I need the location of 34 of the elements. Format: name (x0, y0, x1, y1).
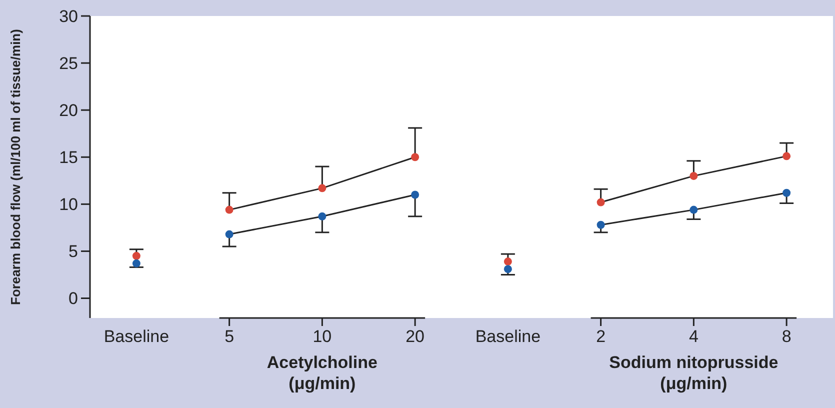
x-tick-label: 10 (312, 327, 332, 346)
x-tick-label: 5 (224, 327, 234, 346)
y-axis-title: Forearm blood flow (ml/100 ml of tissue/min) (8, 29, 23, 305)
y-tick-label: 10 (59, 195, 78, 214)
y-tick-label: 30 (59, 6, 78, 26)
point (690, 206, 698, 214)
point (690, 172, 698, 180)
point (504, 265, 512, 274)
point (225, 230, 234, 238)
x-tick-label: 2 (596, 327, 606, 346)
point (782, 188, 791, 197)
text: Acetylcholine (μg/min) (266, 353, 378, 393)
point (596, 198, 605, 206)
point (132, 259, 140, 268)
y-tick-label: 0 (68, 289, 78, 308)
point (132, 252, 140, 260)
point (411, 153, 420, 162)
point (596, 220, 605, 229)
y-tick-label: 25 (59, 54, 78, 73)
point (318, 212, 326, 220)
x-tick-label: 20 (406, 327, 425, 346)
text: Sodium nitoprusside (μg/min) (609, 353, 778, 393)
y-tick-label: 20 (59, 101, 78, 120)
x-tick-label: Baseline (475, 327, 541, 346)
x-tick-label: 4 (688, 327, 698, 346)
point (411, 190, 420, 199)
point (318, 184, 326, 192)
x-tick-label: 8 (782, 327, 792, 346)
point (225, 206, 234, 214)
point (782, 152, 791, 160)
point (504, 258, 512, 266)
y-tick-label: 5 (68, 242, 78, 262)
x-tick-label: Baseline (104, 327, 170, 346)
y-tick-label: 15 (59, 148, 78, 168)
